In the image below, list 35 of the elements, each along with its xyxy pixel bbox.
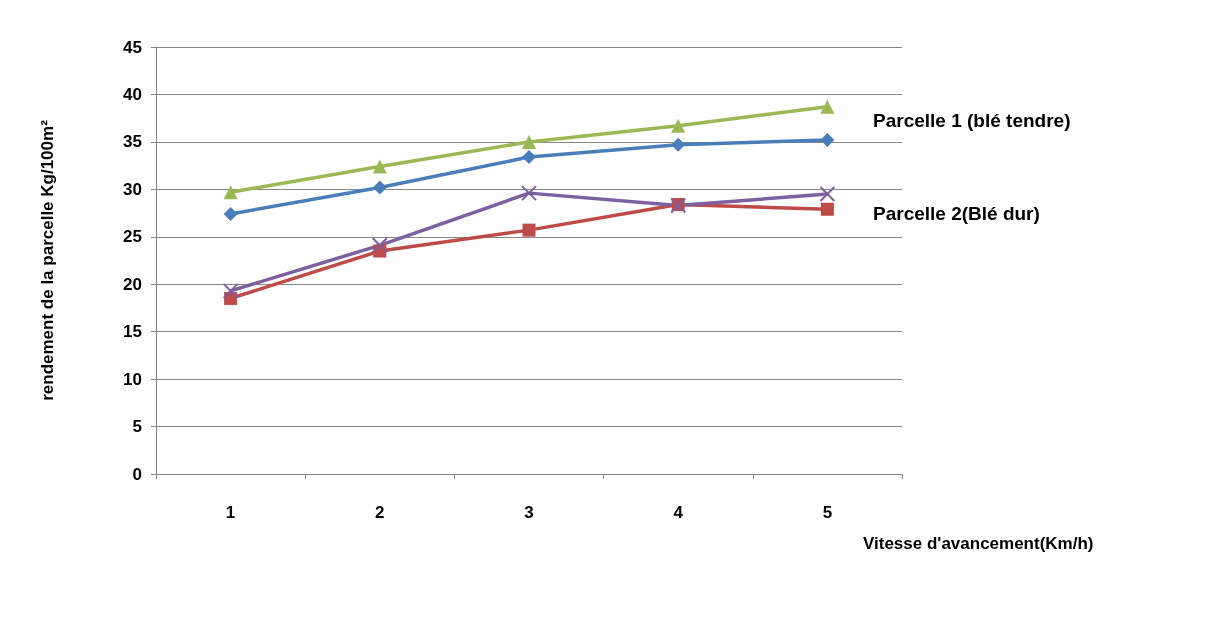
y-tick-label: 35 [123, 132, 142, 152]
x-tick-label: 5 [822, 503, 833, 522]
point [819, 186, 836, 203]
point [372, 159, 387, 174]
annotation: Parcelle 1 (blé tendre) [873, 110, 1071, 131]
y-tick-label: 5 [132, 417, 142, 437]
point [372, 180, 387, 195]
x-tick-label: 4 [673, 503, 684, 522]
x-axis-title: Vitesse d'avancement(Km/h) [863, 534, 1094, 553]
point [222, 282, 239, 299]
y-tick-label: 40 [123, 84, 142, 104]
point [371, 237, 388, 254]
point [820, 132, 835, 147]
point [522, 223, 536, 237]
y-tick-label: 15 [123, 322, 142, 342]
point [521, 185, 537, 202]
point [522, 134, 536, 149]
point [671, 137, 686, 152]
x-tick-label: 1 [225, 503, 236, 522]
point [820, 202, 834, 216]
y-tick-label: 45 [123, 37, 142, 57]
point [671, 118, 686, 133]
annotation: Parcelle 2(Blé dur) [873, 203, 1040, 224]
point [223, 185, 238, 200]
x-tick-label: 2 [375, 503, 385, 522]
y-axis-title: rendement de la parcelle Kg/100m² [38, 119, 57, 401]
y-tick-label: 25 [123, 227, 142, 247]
point [223, 207, 238, 221]
y-tick-label: 20 [123, 274, 142, 294]
y-tick-label: 30 [123, 179, 142, 199]
x-tick-label: 3 [524, 503, 534, 522]
y-tick-label: 0 [132, 464, 142, 484]
y-tick-label: 10 [123, 369, 142, 389]
point [820, 99, 835, 114]
point [522, 150, 536, 165]
